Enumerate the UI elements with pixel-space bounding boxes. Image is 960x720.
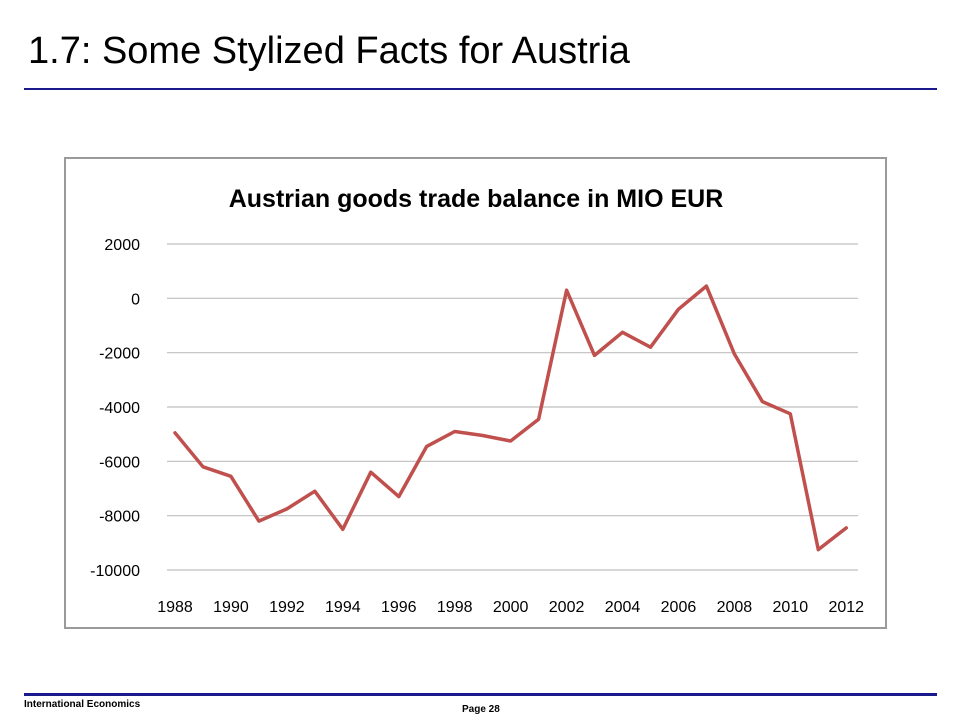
x-tick-label: 1990 — [213, 599, 249, 616]
x-tick-label: 2006 — [661, 599, 697, 616]
x-tick-label: 1994 — [325, 599, 361, 616]
y-axis-tick-labels: 2000 0 -2000 -4000 -6000 -8000 -10000 — [90, 237, 140, 580]
y-tick-label: 2000 — [104, 237, 140, 254]
y-tick-label: -8000 — [99, 509, 140, 526]
footer-rule — [24, 693, 937, 696]
chart-title: Austrian goods trade balance in MIO EUR — [229, 185, 724, 213]
y-tick-label: 0 — [131, 291, 140, 308]
trade-balance-chart: Austrian goods trade balance in MIO EUR … — [90, 185, 864, 616]
footer-course-name: International Economics — [24, 699, 141, 710]
x-tick-label: 2004 — [605, 599, 641, 616]
y-tick-label: -10000 — [90, 563, 140, 580]
footer-page-number: Page 28 — [462, 704, 500, 715]
x-tick-label: 1992 — [269, 599, 305, 616]
series-line-0 — [173, 284, 849, 552]
y-tick-label: -2000 — [99, 346, 140, 363]
x-tick-label: 1988 — [157, 599, 193, 616]
x-tick-label: 2010 — [773, 599, 809, 616]
chart-frame: Austrian goods trade balance in MIO EUR … — [64, 157, 887, 629]
series-layer — [173, 284, 849, 552]
y-tick-label: -6000 — [99, 454, 140, 471]
title-underline — [24, 88, 937, 90]
slide-title: 1.7: Some Stylized Facts for Austria — [28, 30, 630, 72]
x-tick-label: 1996 — [381, 599, 417, 616]
x-axis-tick-labels: 1988 1990 1992 1994 1996 1998 2000 2002 2004 2006… — [157, 599, 864, 616]
x-tick-label: 2012 — [828, 599, 864, 616]
gridlines — [167, 243, 858, 571]
x-tick-label: 1998 — [437, 599, 473, 616]
x-tick-label: 2000 — [493, 599, 529, 616]
x-tick-label: 2008 — [717, 599, 753, 616]
x-tick-label: 2002 — [549, 599, 585, 616]
y-tick-label: -4000 — [99, 400, 140, 417]
